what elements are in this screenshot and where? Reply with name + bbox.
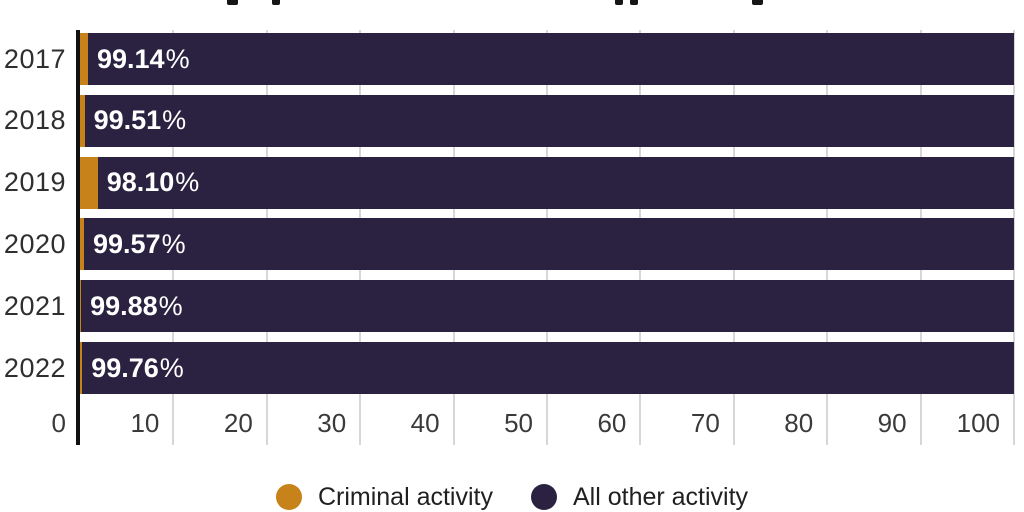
- bar-other-2019: [97, 156, 1014, 209]
- clipped-title-descender: [227, 0, 238, 5]
- percent-sign: %: [175, 167, 200, 198]
- legend-item-criminal-activity: Criminal activity: [275, 482, 493, 512]
- bar-criminal-2022: [80, 342, 83, 394]
- x-tick-label-20: 20: [223, 407, 253, 438]
- clipped-title-descender: [752, 0, 763, 5]
- clipped-title-fragments: [0, 0, 1024, 8]
- plot-area: 2017 99.14% 2018 99.51% 2019 98.10% 2020 99.57%…: [3, 30, 1015, 445]
- x-tick-label-30: 30: [317, 407, 347, 438]
- bar-value-number: 99.51: [93, 105, 162, 136]
- legend-item-all-other-activity: All other activity: [530, 482, 749, 512]
- percent-sign: %: [161, 228, 186, 259]
- clipped-title-descender: [272, 0, 280, 5]
- percent-sign: %: [165, 43, 190, 74]
- gridline-x-100: [1013, 30, 1015, 445]
- y-axis-label-2018: 2018: [3, 105, 66, 136]
- clipped-title-descender: [615, 0, 623, 5]
- x-tick-label-10: 10: [130, 407, 160, 438]
- bar-value-number: 99.88: [90, 290, 158, 321]
- bar-value-label-2017: 99.14%: [97, 33, 190, 85]
- bar-value-label-2021: 99.88%: [90, 280, 183, 332]
- bar-value-label-2019: 98.10%: [107, 157, 200, 209]
- y-axis-line: [76, 30, 80, 445]
- bar-criminal-2017: [80, 33, 88, 85]
- clipped-title-descender: [630, 0, 638, 5]
- bar-criminal-2018: [80, 94, 85, 147]
- bar-value-number: 99.14: [97, 43, 165, 74]
- percent-sign: %: [162, 105, 187, 136]
- legend: Criminal activity All other activity: [0, 482, 1024, 512]
- x-tick-label-40: 40: [410, 407, 440, 438]
- x-tick-label-50: 50: [504, 407, 533, 438]
- x-tick-label-70: 70: [690, 407, 720, 438]
- bar-other-2021: [81, 280, 1014, 333]
- y-axis-label-2021: 2021: [3, 290, 66, 321]
- bar-other-2018: [84, 94, 1014, 147]
- bar-value-label-2022: 99.76%: [91, 342, 184, 394]
- x-tick-label-100: 100: [956, 407, 1000, 438]
- bar-criminal-2020: [80, 218, 84, 271]
- legend-label-criminal-activity: Criminal activity: [317, 482, 493, 511]
- y-axis-label-2020: 2020: [3, 228, 66, 259]
- y-axis-label-2017: 2017: [3, 43, 66, 74]
- bar-value-number: 99.76: [91, 352, 159, 383]
- bar-other-2020: [84, 218, 1014, 271]
- legend-swatch-all-other-activity: [530, 484, 557, 510]
- percent-sign: %: [158, 290, 183, 321]
- y-axis-label-2019: 2019: [3, 167, 66, 198]
- bar-value-label-2018: 99.51%: [94, 95, 187, 147]
- bar-other-2017: [88, 33, 1014, 85]
- y-axis-label-2022: 2022: [3, 352, 66, 383]
- bar-value-number: 99.57: [93, 228, 161, 259]
- percent-sign: %: [159, 352, 184, 383]
- x-tick-label-90: 90: [877, 407, 907, 438]
- bar-criminal-2019: [80, 156, 98, 209]
- legend-swatch-criminal-activity: [275, 484, 302, 510]
- legend-label-all-other-activity: All other activity: [572, 482, 749, 511]
- x-tick-label-60: 60: [597, 407, 627, 438]
- bar-value-label-2020: 99.57%: [93, 218, 186, 270]
- bar-other-2022: [82, 342, 1014, 394]
- bar-value-number: 98.10: [106, 167, 175, 198]
- x-tick-label-0: 0: [51, 407, 66, 438]
- bar-criminal-2021: [80, 280, 82, 333]
- x-tick-label-80: 80: [784, 407, 814, 438]
